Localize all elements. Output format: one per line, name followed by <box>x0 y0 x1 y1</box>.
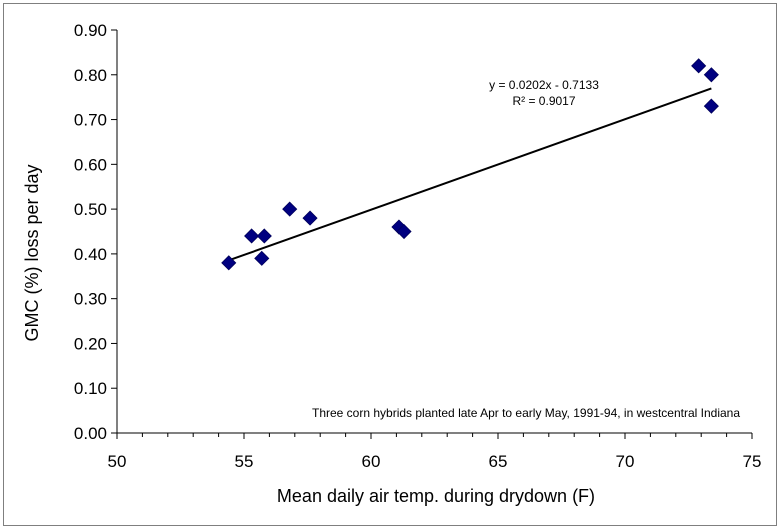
y-tick-label: 0.40 <box>74 245 107 264</box>
data-point <box>302 210 318 226</box>
x-tick-label: 55 <box>235 452 254 471</box>
data-point <box>254 250 270 266</box>
x-axis-title: Mean daily air temp. during drydown (F) <box>277 486 595 506</box>
trendline <box>228 87 712 262</box>
y-tick-label: 0.50 <box>74 200 107 219</box>
trendline-equation: y = 0.0202x - 0.7133 <box>489 78 599 92</box>
data-point <box>703 67 719 83</box>
x-tick-label: 75 <box>743 452 762 471</box>
data-point <box>703 98 719 114</box>
data-point <box>691 58 707 74</box>
y-tick-label: 0.90 <box>74 21 107 40</box>
y-axis-title: GMC (%) loss per day <box>22 164 42 341</box>
x-tick-label: 50 <box>108 452 127 471</box>
y-tick-label: 0.20 <box>74 334 107 353</box>
y-tick-label: 0.00 <box>74 424 107 443</box>
data-point <box>396 223 412 240</box>
trendline-r2: R² = 0.9017 <box>512 94 575 108</box>
x-axis-ticks: 50 55 60 65 70 75 <box>108 433 762 471</box>
data-point <box>282 201 298 217</box>
x-tick-label: 70 <box>616 452 635 471</box>
data-point <box>244 228 260 244</box>
y-tick-label: 0.70 <box>74 111 107 130</box>
chart-annotation: Three corn hybrids planted late Apr to e… <box>312 406 740 420</box>
y-tick-label: 0.80 <box>74 66 107 85</box>
y-tick-label: 0.10 <box>74 379 107 398</box>
data-points <box>221 58 719 271</box>
y-tick-label: 0.60 <box>74 155 107 174</box>
y-axis-ticks: 0.00 0.10 0.20 0.30 0.40 0.50 0.60 0.70 0.80 0.90 <box>74 21 117 443</box>
y-tick-label: 0.30 <box>74 290 107 309</box>
data-point <box>256 228 272 244</box>
x-tick-label: 60 <box>362 452 381 471</box>
chart-frame <box>3 3 777 526</box>
x-tick-label: 65 <box>489 452 508 471</box>
data-point <box>221 255 237 271</box>
